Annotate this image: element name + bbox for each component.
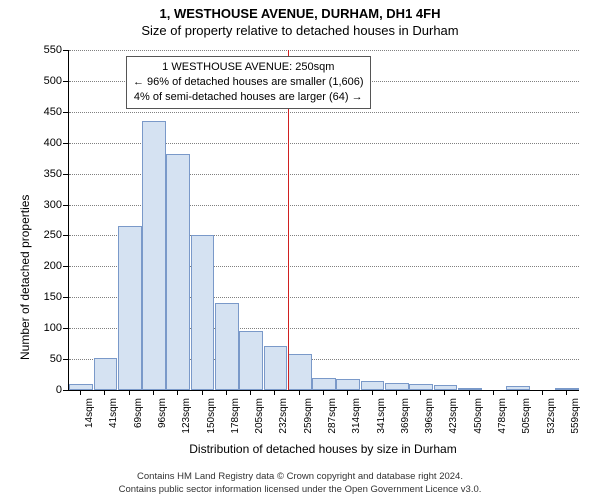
histogram-bar xyxy=(288,354,312,390)
y-tick-mark xyxy=(63,205,68,206)
y-tick-mark xyxy=(63,143,68,144)
histogram-bar xyxy=(142,121,166,390)
y-tick-mark xyxy=(63,81,68,82)
x-tick-label: 314sqm xyxy=(351,398,362,438)
x-tick-label: 205sqm xyxy=(254,398,265,438)
x-tick-mark xyxy=(396,390,397,395)
y-tick-label: 300 xyxy=(34,199,62,211)
x-tick-mark xyxy=(80,390,81,395)
y-tick-mark xyxy=(63,266,68,267)
x-tick-label: 178sqm xyxy=(230,398,241,438)
x-tick-mark xyxy=(323,390,324,395)
x-tick-label: 423sqm xyxy=(448,398,459,438)
x-tick-label: 450sqm xyxy=(473,398,484,438)
histogram-bar xyxy=(118,226,142,390)
y-tick-mark xyxy=(63,112,68,113)
y-tick-mark xyxy=(63,235,68,236)
x-tick-mark xyxy=(469,390,470,395)
x-axis-label: Distribution of detached houses by size … xyxy=(68,442,578,456)
x-tick-label: 14sqm xyxy=(84,398,95,438)
y-tick-label: 0 xyxy=(34,384,62,396)
x-tick-label: 259sqm xyxy=(303,398,314,438)
x-tick-mark xyxy=(517,390,518,395)
y-tick-label: 50 xyxy=(34,353,62,365)
x-tick-label: 559sqm xyxy=(570,398,581,438)
y-tick-mark xyxy=(63,328,68,329)
histogram-bar xyxy=(239,331,263,390)
histogram-bar xyxy=(361,381,385,390)
x-tick-mark xyxy=(202,390,203,395)
x-tick-mark xyxy=(129,390,130,395)
gridline xyxy=(69,50,579,52)
x-tick-label: 96sqm xyxy=(157,398,168,438)
chart-container: 1, WESTHOUSE AVENUE, DURHAM, DH1 4FH Siz… xyxy=(0,0,600,500)
x-tick-label: 69sqm xyxy=(133,398,144,438)
footer-line-1: Contains HM Land Registry data © Crown c… xyxy=(0,471,600,483)
y-tick-mark xyxy=(63,390,68,391)
y-tick-mark xyxy=(63,297,68,298)
annotation-line-2: ← 96% of detached houses are smaller (1,… xyxy=(133,75,364,90)
x-tick-mark xyxy=(420,390,421,395)
x-tick-mark xyxy=(153,390,154,395)
x-tick-label: 505sqm xyxy=(521,398,532,438)
histogram-bar xyxy=(215,303,239,390)
histogram-bar xyxy=(458,388,482,390)
annotation-box: 1 WESTHOUSE AVENUE: 250sqm ← 96% of deta… xyxy=(126,56,371,109)
x-tick-label: 396sqm xyxy=(424,398,435,438)
histogram-bar xyxy=(312,378,336,390)
y-tick-label: 400 xyxy=(34,137,62,149)
y-tick-label: 200 xyxy=(34,260,62,272)
y-tick-label: 350 xyxy=(34,168,62,180)
y-axis-label: Number of detached properties xyxy=(18,195,32,360)
x-tick-mark xyxy=(299,390,300,395)
x-tick-mark xyxy=(226,390,227,395)
x-tick-mark xyxy=(177,390,178,395)
annotation-line-3: 4% of semi-detached houses are larger (6… xyxy=(133,90,364,105)
x-tick-mark xyxy=(274,390,275,395)
x-tick-mark xyxy=(372,390,373,395)
x-tick-label: 150sqm xyxy=(206,398,217,438)
x-tick-label: 532sqm xyxy=(546,398,557,438)
x-tick-mark xyxy=(566,390,567,395)
x-tick-label: 341sqm xyxy=(376,398,387,438)
histogram-bar xyxy=(264,346,288,391)
x-tick-label: 287sqm xyxy=(327,398,338,438)
histogram-bar xyxy=(555,388,579,390)
x-tick-mark xyxy=(493,390,494,395)
y-tick-label: 550 xyxy=(34,44,62,56)
x-tick-mark xyxy=(250,390,251,395)
x-tick-label: 369sqm xyxy=(400,398,411,438)
histogram-bar xyxy=(336,379,360,390)
y-tick-label: 500 xyxy=(34,75,62,87)
x-tick-label: 232sqm xyxy=(278,398,289,438)
footer-line-2: Contains public sector information licen… xyxy=(0,484,600,496)
x-tick-label: 123sqm xyxy=(181,398,192,438)
y-tick-label: 100 xyxy=(34,322,62,334)
y-tick-mark xyxy=(63,50,68,51)
y-tick-mark xyxy=(63,174,68,175)
gridline xyxy=(69,112,579,114)
y-tick-label: 150 xyxy=(34,291,62,303)
histogram-bar xyxy=(94,358,118,390)
x-tick-mark xyxy=(542,390,543,395)
histogram-bar xyxy=(166,154,190,390)
x-tick-label: 41sqm xyxy=(108,398,119,438)
annotation-line-1: 1 WESTHOUSE AVENUE: 250sqm xyxy=(133,60,364,75)
y-tick-label: 450 xyxy=(34,106,62,118)
page-subtitle: Size of property relative to detached ho… xyxy=(0,21,600,38)
y-tick-mark xyxy=(63,359,68,360)
footer: Contains HM Land Registry data © Crown c… xyxy=(0,471,600,496)
histogram-bar xyxy=(385,383,409,390)
x-tick-label: 478sqm xyxy=(497,398,508,438)
y-tick-label: 250 xyxy=(34,229,62,241)
page-title: 1, WESTHOUSE AVENUE, DURHAM, DH1 4FH xyxy=(0,0,600,21)
x-tick-mark xyxy=(444,390,445,395)
histogram-bar xyxy=(191,235,215,390)
x-tick-mark xyxy=(104,390,105,395)
x-tick-mark xyxy=(347,390,348,395)
